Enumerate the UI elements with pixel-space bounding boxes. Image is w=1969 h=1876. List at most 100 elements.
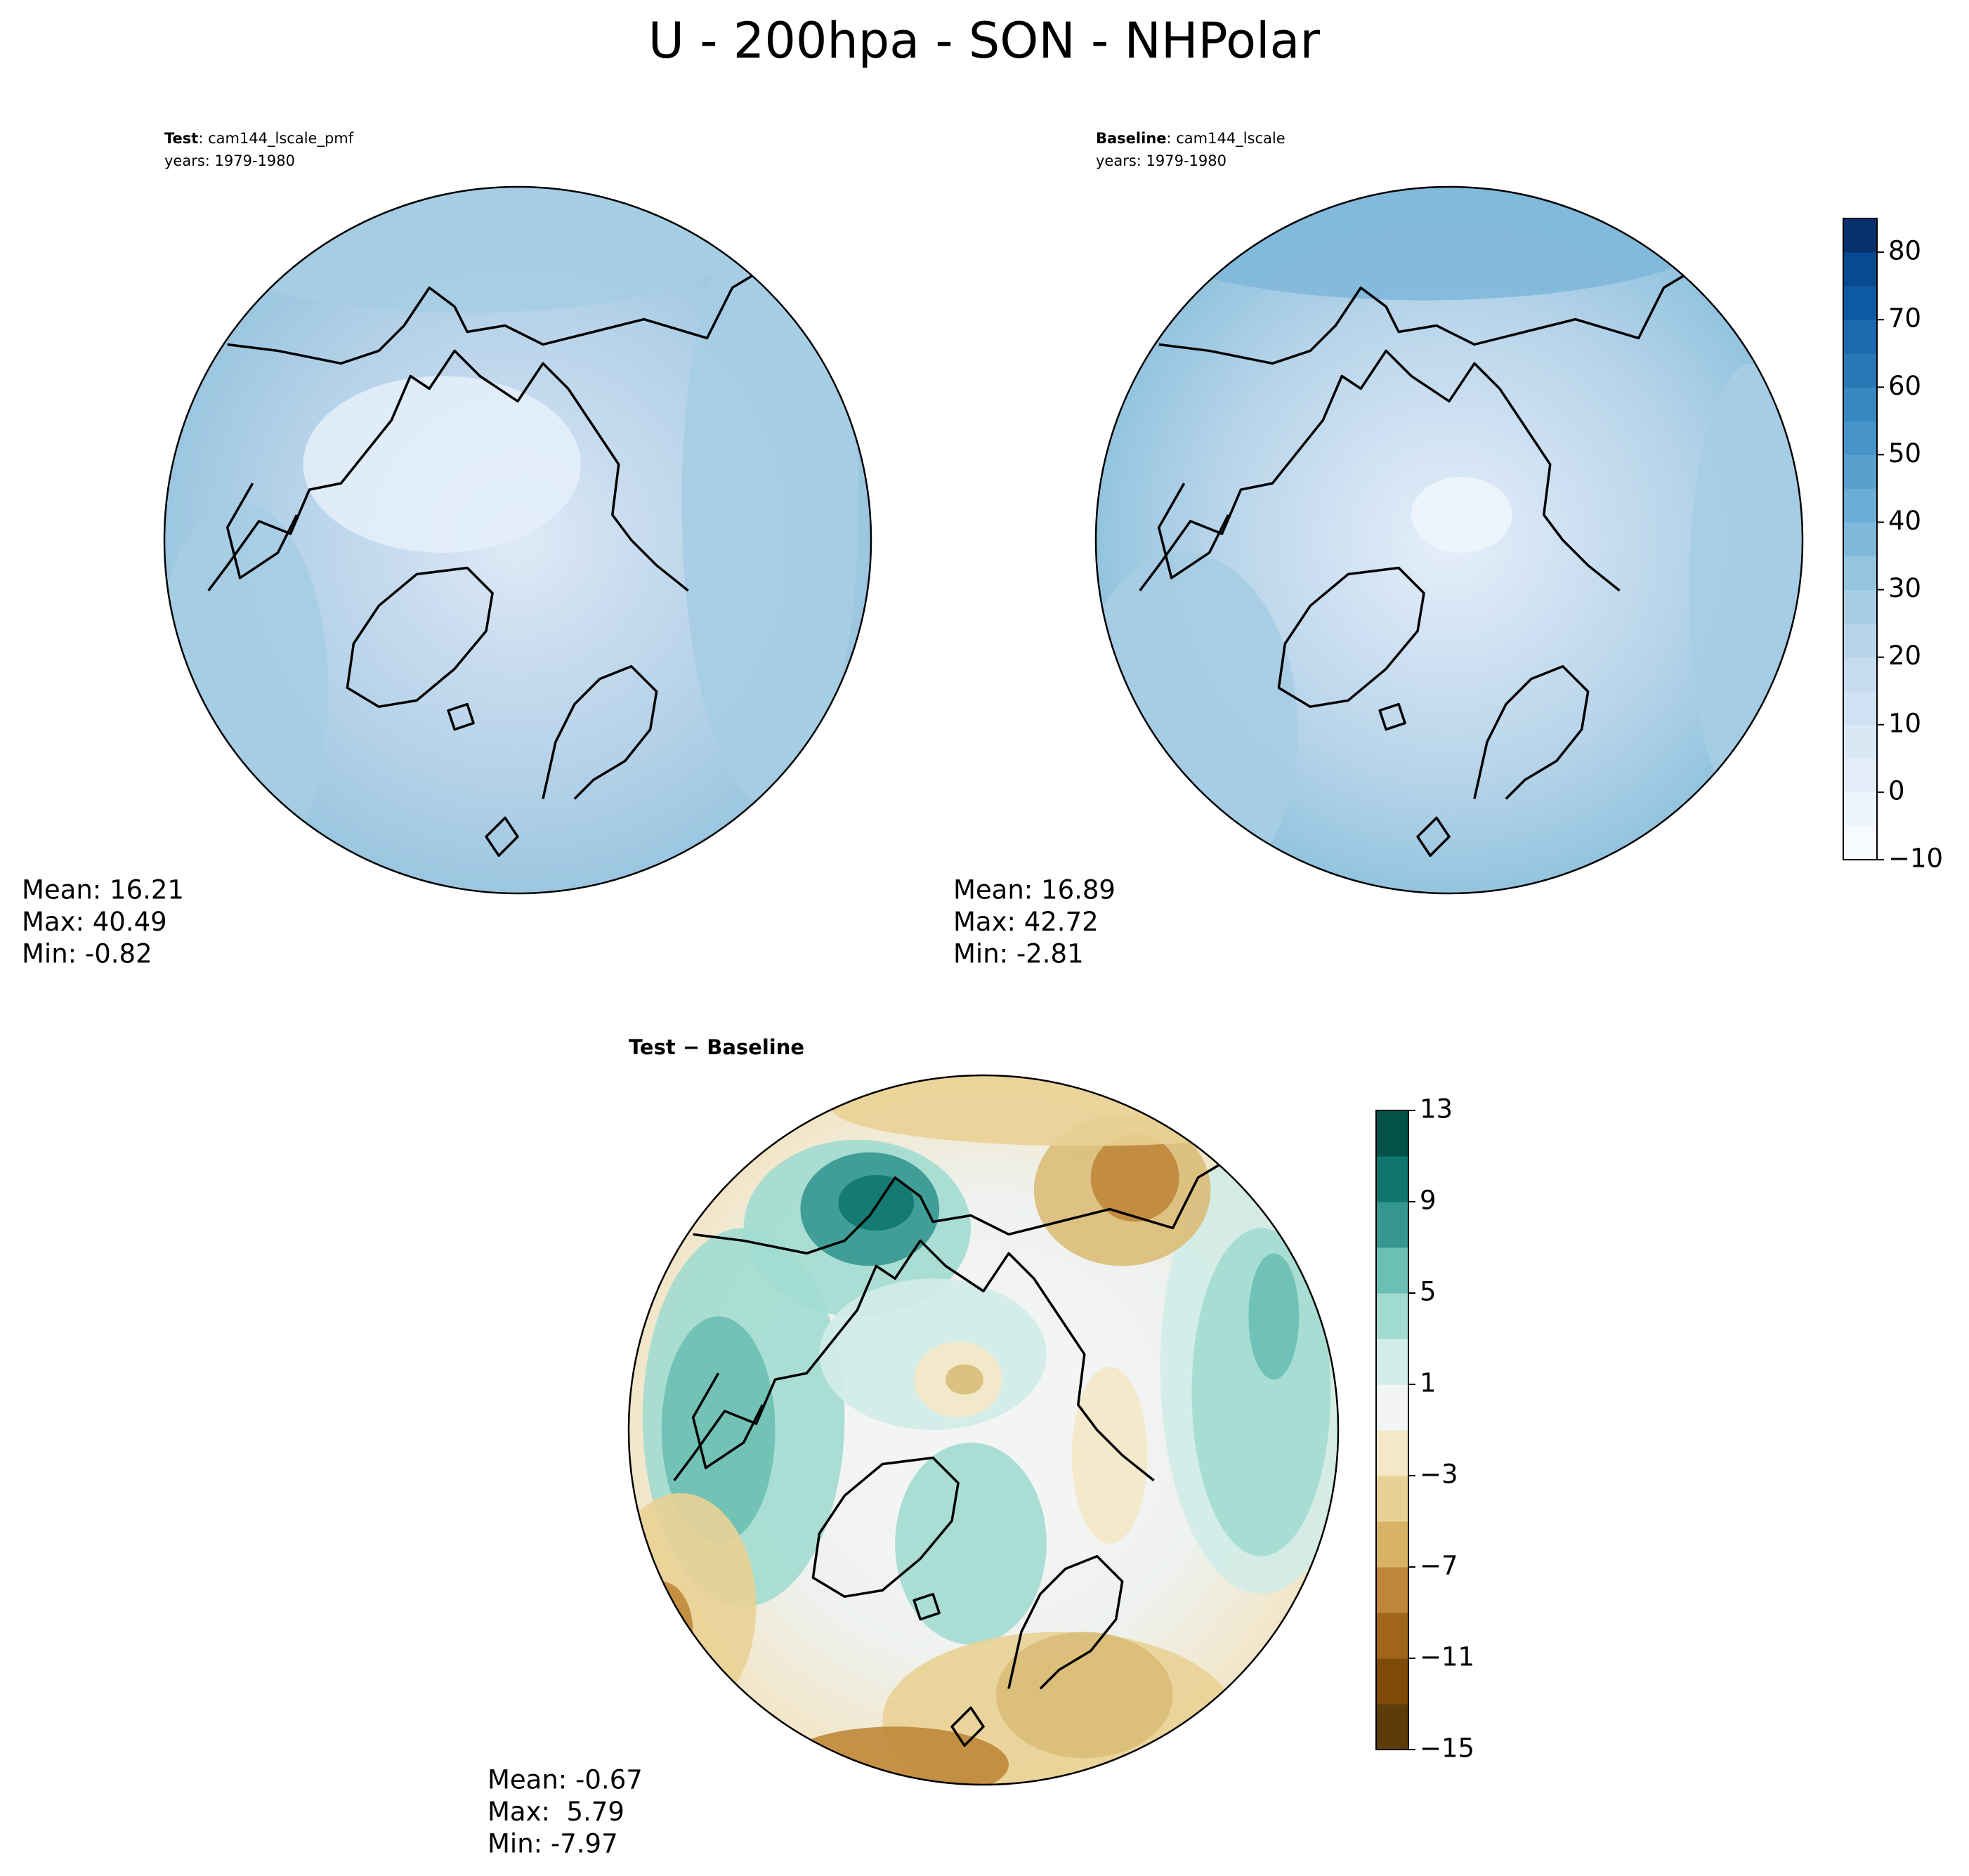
colorbar-band — [1843, 387, 1877, 421]
colorbar-band — [1843, 353, 1877, 388]
coastline — [1380, 704, 1405, 730]
coastline — [228, 483, 297, 578]
colorbar-band — [1376, 1339, 1408, 1385]
panel-stat: Mean: 16.21 — [22, 875, 184, 905]
map-boundary — [163, 185, 872, 895]
colorbar-band — [1376, 1704, 1408, 1750]
coastline — [1159, 269, 1696, 364]
colorbar-band — [1843, 792, 1877, 827]
panel-case: : cam144_lscale_pmf — [198, 130, 353, 147]
colorbar-band — [1843, 825, 1877, 860]
colorbar-band — [1843, 690, 1877, 726]
colorbar-tick-label: 60 — [1888, 371, 1921, 401]
colorbar-band — [1843, 556, 1877, 591]
colorbar-tick-label: 10 — [1888, 708, 1921, 738]
map-contour — [832, 1075, 1337, 1146]
colorbar-tick-label: 50 — [1888, 438, 1921, 468]
panel-stat: Min: -2.81 — [953, 939, 1084, 969]
colorbar-frame — [1375, 1110, 1409, 1750]
map-contour — [1071, 1367, 1148, 1544]
panel-label-name: Baseline — [1096, 130, 1167, 147]
colorbar-band — [1376, 1202, 1408, 1248]
coastline — [952, 1707, 983, 1745]
coastline — [448, 704, 473, 730]
colorbar-tick-label: 1 — [1420, 1368, 1437, 1398]
coastlines — [209, 269, 764, 856]
colorbar-tick-label: −7 — [1420, 1551, 1458, 1581]
colorbar-tick-label: 30 — [1888, 573, 1921, 603]
coastline — [693, 1373, 763, 1468]
colorbar-band — [1843, 522, 1877, 557]
colorbar-band — [1843, 286, 1877, 320]
colorbar-band — [1843, 488, 1877, 523]
map-contour — [661, 1316, 776, 1544]
colorbar-tick-label: 13 — [1420, 1094, 1453, 1124]
colorbar-band — [1843, 724, 1877, 759]
colorbar-band — [1843, 454, 1877, 489]
coastline — [1159, 483, 1229, 578]
colorbar-tick-label: 40 — [1888, 506, 1921, 536]
map-contour — [629, 1581, 693, 1683]
map-contour — [838, 1175, 915, 1231]
colorbar-tick-label: −15 — [1420, 1733, 1474, 1764]
map-contour — [681, 199, 859, 806]
map-contour — [189, 187, 745, 313]
map-contour — [946, 1364, 984, 1395]
colorbar-tick-label: 5 — [1420, 1277, 1437, 1307]
map-contour — [1248, 1253, 1300, 1380]
map-contour — [1411, 477, 1512, 553]
coastline — [1474, 667, 1588, 799]
colorbar-band — [1376, 1293, 1408, 1339]
colorbar-band — [1843, 657, 1877, 692]
map — [1096, 187, 1803, 893]
colorbar-band — [1376, 1110, 1408, 1157]
colorbar-band — [1376, 1247, 1408, 1294]
coastline — [486, 818, 518, 855]
map-boundary — [1094, 185, 1804, 895]
colorbar-band — [1843, 758, 1877, 793]
colorbar-band — [1843, 589, 1877, 624]
colorbar-tick-label: 9 — [1420, 1186, 1437, 1216]
coastline — [1140, 350, 1620, 590]
coastlines — [1140, 269, 1696, 856]
colorbar-band — [1376, 1613, 1408, 1659]
panel-stat: Max: 5.79 — [488, 1797, 624, 1827]
panel-stat: Min: -7.97 — [488, 1829, 618, 1859]
panel-label: Test − Baseline — [629, 1035, 804, 1059]
map-contour — [995, 1632, 1173, 1759]
colorbar-band — [1376, 1476, 1408, 1522]
coastline — [813, 1458, 958, 1597]
panel-years: years: 1979-1980 — [1096, 152, 1226, 169]
colorbar-band — [1376, 1521, 1408, 1568]
colorbar-band — [1843, 320, 1877, 354]
panel-label-name: Test — [164, 130, 198, 147]
coastline — [693, 1159, 1230, 1254]
coastline — [1278, 568, 1424, 707]
panel-stat: Min: -0.82 — [22, 939, 152, 969]
colorbar-tick-label: 80 — [1888, 236, 1921, 266]
colorbar-band — [1843, 218, 1877, 253]
colorbar-band — [1376, 1567, 1408, 1613]
coastline — [1009, 1556, 1123, 1689]
map-boundary — [627, 1074, 1340, 1786]
panel-years: years: 1979-1980 — [164, 152, 295, 169]
map-contour — [1090, 1133, 1179, 1222]
colorbar-tick-label: 70 — [1888, 303, 1921, 334]
colorbar-band — [1843, 421, 1877, 455]
panel-stat: Max: 42.72 — [953, 907, 1099, 937]
coastline — [543, 667, 657, 799]
colorbar-band — [1376, 1658, 1408, 1705]
colorbar-band — [1843, 623, 1877, 658]
colorbar-tick-label: −3 — [1420, 1460, 1458, 1490]
map-contour — [1120, 187, 1727, 301]
colorbar-band — [1376, 1430, 1408, 1476]
figure-title: U - 200hpa - SON - NHPolar — [648, 12, 1321, 70]
coastline — [347, 568, 492, 707]
panel-stat: Mean: 16.89 — [953, 875, 1116, 905]
panel-case: : cam144_lscale — [1167, 130, 1286, 147]
colorbar-band — [1376, 1156, 1408, 1202]
panel-label: Test: cam144_lscale_pmf — [164, 130, 354, 147]
colorbar-tick-label: 0 — [1888, 775, 1905, 806]
coastline — [209, 350, 688, 590]
